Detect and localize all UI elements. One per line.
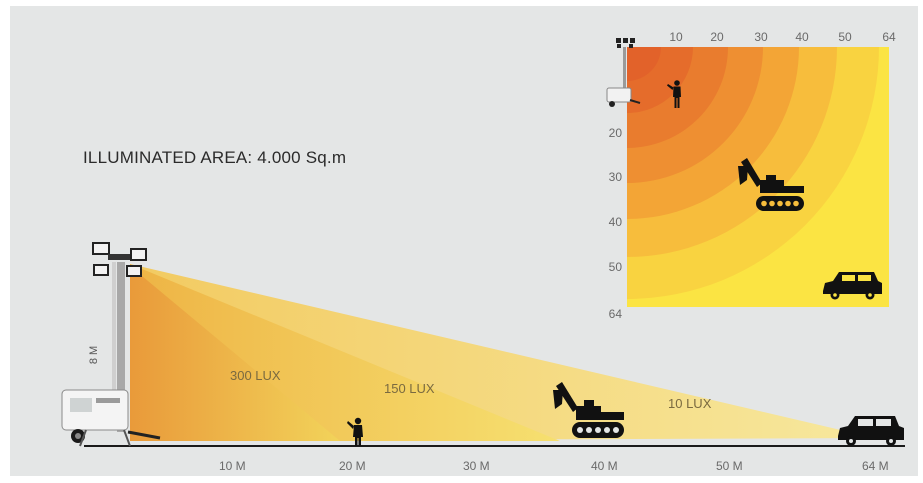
top-axis: 10 20 30 40 50 64	[669, 30, 896, 44]
axis-tick-label: 64	[882, 30, 896, 44]
axis-tick-label: 20	[609, 126, 623, 140]
person-icon	[667, 80, 681, 108]
beam-300-lux	[130, 266, 340, 441]
left-axis: 20 30 40 50 64	[609, 126, 623, 321]
light-tower-icon	[606, 38, 641, 107]
person-icon	[347, 417, 363, 446]
distance-axis: 10 M 20 M 30 M 40 M 50 M 64 M	[219, 459, 889, 473]
lux-label-10: 10 LUX	[668, 396, 712, 411]
light-tower-icon	[61, 242, 161, 447]
distance-label: 50 M	[716, 459, 743, 473]
distance-label: 20 M	[339, 459, 366, 473]
car-icon	[823, 272, 882, 300]
axis-tick-label: 20	[710, 30, 724, 44]
excavator-icon	[738, 158, 804, 211]
axis-tick-label: 30	[754, 30, 768, 44]
distance-label: 40 M	[591, 459, 618, 473]
car-icon	[838, 416, 904, 446]
lux-label-300: 300 LUX	[230, 368, 281, 383]
axis-tick-label: 30	[609, 170, 623, 184]
distance-label: 64 M	[862, 459, 889, 473]
lux-label-150: 150 LUX	[384, 381, 435, 396]
distance-label: 30 M	[463, 459, 490, 473]
axis-tick-label: 64	[609, 307, 623, 321]
axis-tick-label: 40	[609, 215, 623, 229]
axis-tick-label: 10	[669, 30, 683, 44]
excavator-icon	[553, 382, 624, 438]
top-view: 10 20 30 40 50 64 20 30 40 50 64	[606, 30, 896, 321]
distance-label: 10 M	[219, 459, 246, 473]
illuminated-area-label: ILLUMINATED AREA: 4.000 Sq.m	[83, 148, 347, 167]
axis-tick-label: 50	[609, 260, 623, 274]
axis-tick-label: 40	[795, 30, 809, 44]
axis-tick-label: 50	[838, 30, 852, 44]
side-view: 8 M	[61, 242, 905, 473]
tower-height-label: 8 M	[88, 346, 100, 364]
